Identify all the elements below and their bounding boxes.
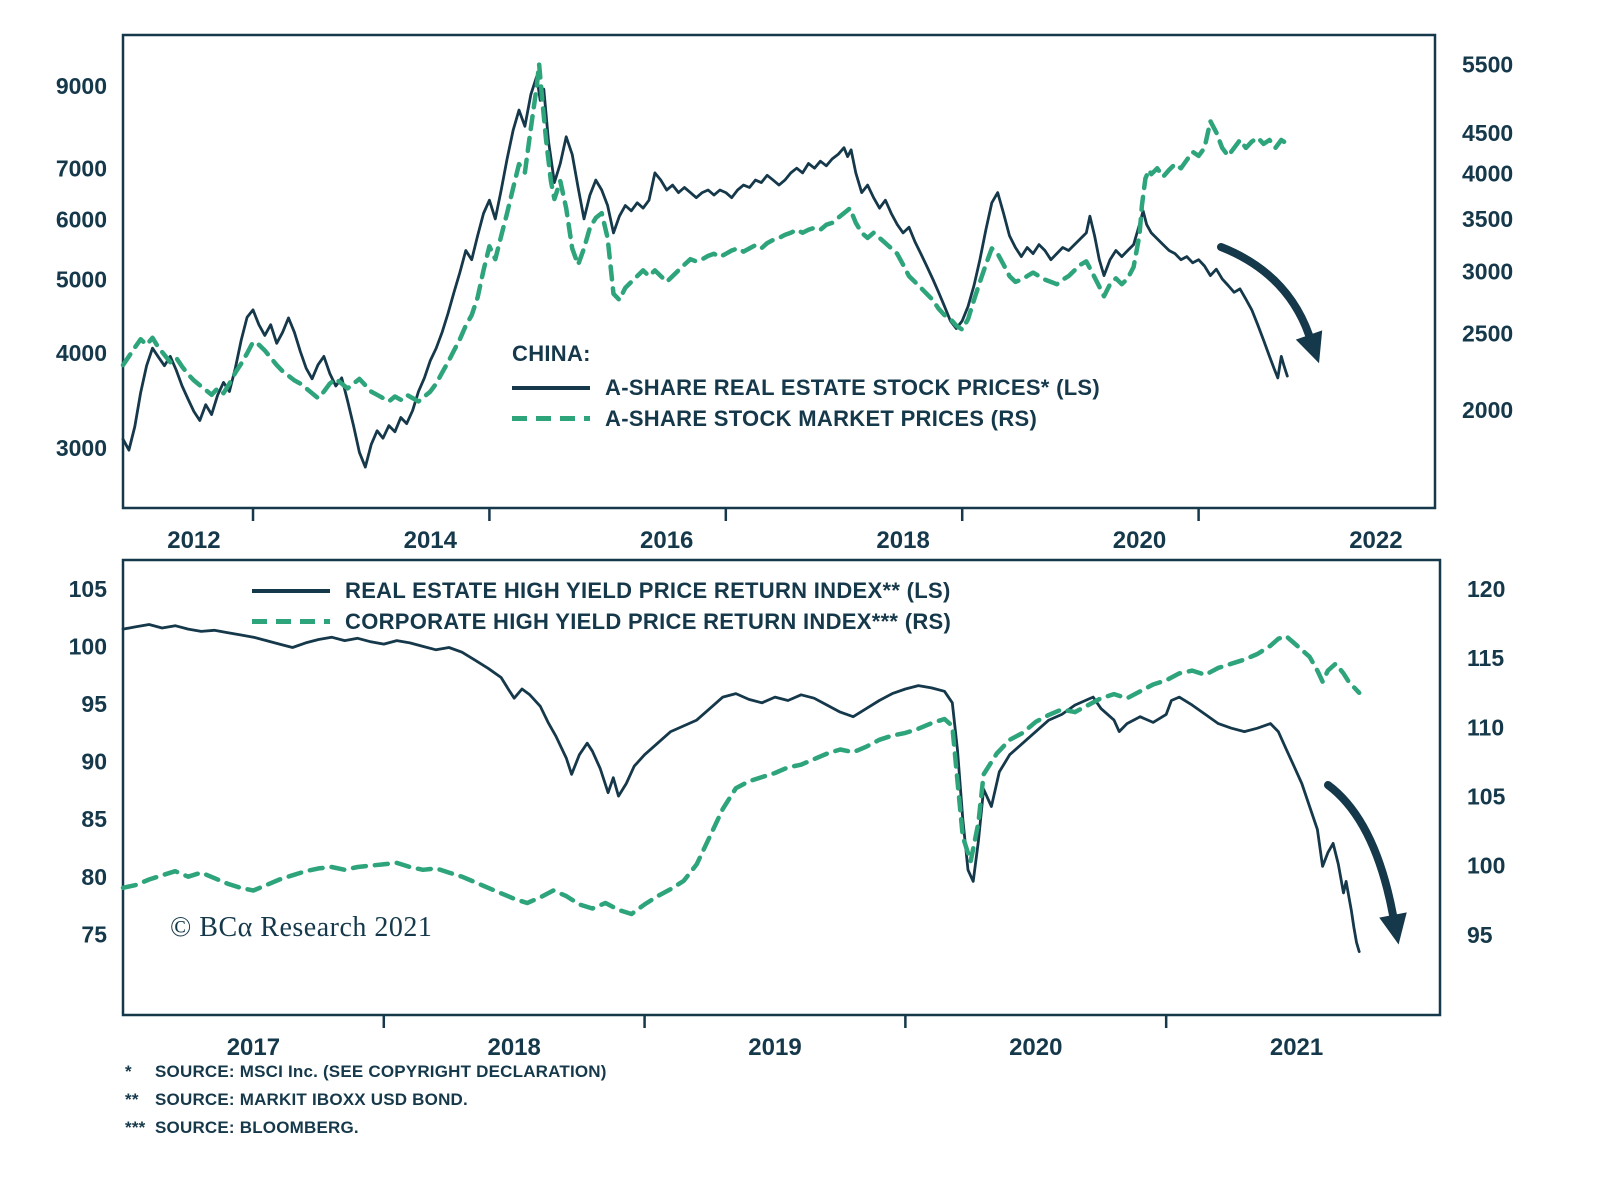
footnote: * SOURCE: MSCI Inc. (SEE COPYRIGHT DECLAR…	[125, 1058, 607, 1086]
footnote: *** SOURCE: BLOOMBERG.	[125, 1114, 607, 1142]
svg-text:3000: 3000	[1462, 259, 1513, 285]
svg-text:80: 80	[81, 864, 107, 890]
svg-text:95: 95	[81, 691, 107, 717]
footnote-marker: *	[125, 1062, 132, 1081]
svg-text:100: 100	[69, 633, 107, 659]
svg-text:7000: 7000	[56, 156, 107, 182]
svg-text:3000: 3000	[56, 435, 107, 461]
top-chart-legend-title: CHINA:	[512, 341, 591, 366]
svg-text:100: 100	[1467, 853, 1505, 879]
svg-text:85: 85	[81, 806, 107, 832]
footnote-text: SOURCE: BLOOMBERG.	[155, 1118, 359, 1137]
svg-text:4500: 4500	[1462, 120, 1513, 146]
dashed-line-sample	[252, 619, 330, 624]
footnote: ** SOURCE: MARKIT IBOXX USD BOND.	[125, 1086, 607, 1114]
legend-label: CORPORATE HIGH YIELD PRICE RETURN INDEX*…	[345, 609, 952, 634]
svg-text:2017: 2017	[227, 1034, 280, 1061]
svg-text:90: 90	[81, 749, 107, 775]
legend-label: A-SHARE STOCK MARKET PRICES (RS)	[605, 406, 1038, 431]
svg-text:2020: 2020	[1009, 1034, 1062, 1061]
legend-item: CORPORATE HIGH YIELD PRICE RETURN INDEX*…	[252, 606, 951, 637]
svg-text:2018: 2018	[487, 1034, 540, 1061]
svg-text:5500: 5500	[1462, 52, 1513, 78]
svg-text:2014: 2014	[404, 527, 458, 554]
svg-text:2500: 2500	[1462, 321, 1513, 347]
svg-text:120: 120	[1467, 576, 1505, 602]
svg-text:9000: 9000	[56, 73, 107, 99]
copyright-notice: © BCα Research 2021	[170, 912, 433, 943]
svg-text:2018: 2018	[876, 527, 929, 554]
svg-text:4000: 4000	[1462, 160, 1513, 186]
legend-label: A-SHARE REAL ESTATE STOCK PRICES* (LS)	[605, 375, 1101, 400]
svg-text:75: 75	[81, 921, 107, 947]
dashed-line-sample	[512, 416, 590, 421]
svg-text:110: 110	[1467, 714, 1504, 740]
legend-item: REAL ESTATE HIGH YIELD PRICE RETURN INDE…	[252, 575, 951, 606]
svg-text:2022: 2022	[1349, 527, 1402, 554]
legend-item: A-SHARE REAL ESTATE STOCK PRICES* (LS)	[512, 372, 1100, 403]
legend-label: REAL ESTATE HIGH YIELD PRICE RETURN INDE…	[345, 578, 951, 603]
svg-text:95: 95	[1467, 922, 1493, 948]
svg-text:2016: 2016	[640, 527, 693, 554]
svg-text:2000: 2000	[1462, 397, 1513, 423]
svg-text:2012: 2012	[167, 527, 220, 554]
svg-text:2021: 2021	[1270, 1034, 1323, 1061]
legend-item: A-SHARE STOCK MARKET PRICES (RS)	[512, 403, 1100, 434]
svg-text:6000: 6000	[56, 206, 107, 232]
svg-text:115: 115	[1467, 645, 1504, 671]
svg-text:2019: 2019	[748, 1034, 801, 1061]
top-chart-legend: CHINA: A-SHARE REAL ESTATE STOCK PRICES*…	[512, 338, 1100, 434]
svg-text:3500: 3500	[1462, 206, 1513, 232]
svg-text:4000: 4000	[56, 340, 107, 366]
footnote-text: SOURCE: MSCI Inc. (SEE COPYRIGHT DECLARA…	[155, 1062, 607, 1081]
bottom-chart-legend: REAL ESTATE HIGH YIELD PRICE RETURN INDE…	[252, 575, 951, 637]
solid-line-sample	[512, 385, 590, 390]
solid-line-sample	[252, 588, 330, 593]
footnote-text: SOURCE: MARKIT IBOXX USD BOND.	[155, 1090, 468, 1109]
svg-text:2020: 2020	[1113, 527, 1166, 554]
svg-text:5000: 5000	[56, 267, 107, 293]
footnote-marker: ***	[125, 1118, 146, 1137]
svg-text:105: 105	[69, 576, 108, 602]
footnotes: * SOURCE: MSCI Inc. (SEE COPYRIGHT DECLAR…	[125, 1058, 607, 1142]
svg-text:105: 105	[1467, 783, 1506, 809]
footnote-marker: **	[125, 1090, 139, 1109]
